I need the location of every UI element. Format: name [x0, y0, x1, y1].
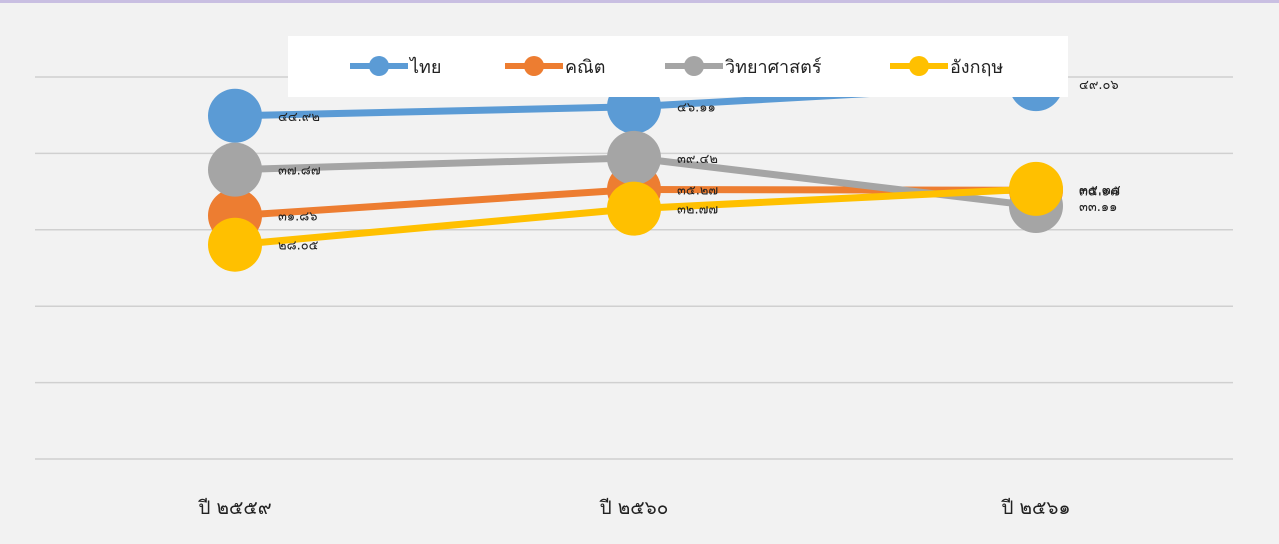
data-label: ๒๘.๐๕ — [278, 239, 319, 254]
data-label: ๔๔.๙๒ — [278, 110, 320, 125]
data-label: ๔๙.๐๖ — [1079, 78, 1119, 93]
data-label: ๓๕.๒๗ — [677, 184, 718, 199]
data-label: ๓๑.๘๖ — [278, 210, 318, 225]
x-tick-label: ปี ๒๕๖๐ — [599, 497, 668, 519]
data-point — [607, 130, 661, 185]
x-tick-label: ปี ๒๕๕๙ — [198, 497, 272, 519]
data-point — [208, 217, 262, 272]
data-point — [208, 142, 262, 197]
legend-swatch-marker — [369, 56, 389, 76]
data-point — [208, 88, 262, 143]
legend-label: ไทย — [408, 56, 441, 78]
top-border — [0, 0, 1279, 3]
data-label: ๓๕.๑๗ — [1079, 184, 1120, 199]
data-label: ๔๖.๑๑ — [677, 101, 716, 116]
legend-label: อังกฤษ — [950, 57, 1003, 78]
legend-label: วิทยาศาสตร์ — [725, 57, 822, 78]
x-tick-label: ปี ๒๕๖๑ — [1001, 497, 1071, 519]
data-label: ๓๕.๓๕ — [1079, 183, 1121, 198]
legend-label: คณิต — [565, 57, 605, 78]
legend-swatch-marker — [524, 56, 544, 76]
legend-swatch-marker — [909, 56, 929, 76]
data-label: ๓๗.๘๗ — [278, 164, 321, 179]
data-label: ๓๙.๔๒ — [677, 152, 718, 167]
data-point — [1009, 161, 1063, 216]
data-point — [607, 181, 661, 236]
data-label: ๓๒.๗๗ — [677, 203, 718, 218]
data-label: ๓๓.๑๑ — [1079, 200, 1117, 215]
legend-swatch-marker — [684, 56, 704, 76]
